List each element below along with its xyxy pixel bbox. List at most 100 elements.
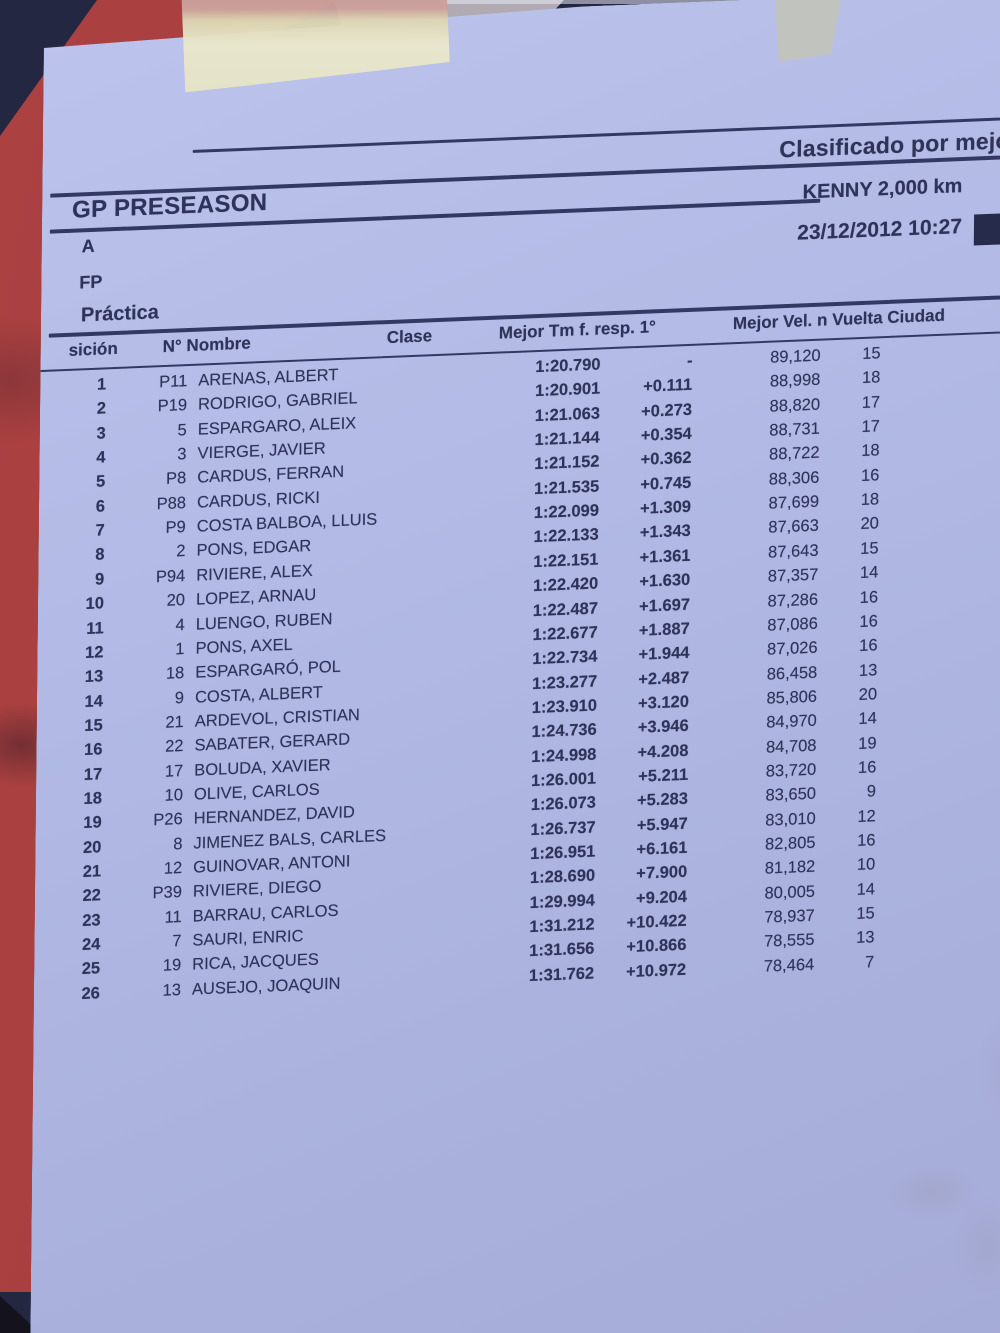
time-cell: 1:31.762 [528, 964, 595, 985]
speed-cell: 83,010 [765, 809, 816, 830]
laps-cell: 16 [857, 831, 876, 850]
pos-cell: 17 [83, 764, 103, 784]
num-cell: 2 [176, 542, 186, 561]
speed-cell: 88,998 [769, 370, 821, 392]
num-cell: 13 [162, 980, 182, 1000]
gap-cell: +10.422 [626, 911, 687, 933]
time-cell: 1:24.998 [531, 745, 597, 766]
laps-cell: 15 [860, 539, 879, 558]
pos-cell: 25 [81, 959, 101, 979]
speed-cell: 86,458 [766, 663, 818, 684]
num-cell: P9 [165, 518, 186, 537]
name-cell: CARDUS, FERRAN [197, 463, 345, 488]
laps-cell: 17 [861, 417, 880, 437]
pos-cell: 12 [85, 643, 104, 662]
name-cell: BARRAU, CARLOS [192, 901, 339, 926]
pos-cell: 5 [95, 472, 106, 492]
num-cell: P26 [153, 810, 183, 830]
pos-cell: 3 [96, 424, 106, 443]
pos-cell: 22 [82, 886, 102, 906]
name-cell: LOPEZ, ARNAU [195, 585, 317, 609]
num-cell: 1 [175, 639, 185, 659]
time-cell: 1:22.099 [533, 501, 600, 523]
time-cell: 1:20.790 [535, 355, 601, 377]
speed-cell: 81,182 [764, 857, 816, 878]
num-cell: P94 [155, 566, 186, 587]
time-cell: 1:21.063 [534, 404, 601, 425]
time-cell: 1:22.133 [533, 525, 599, 547]
speed-cell: 88,820 [769, 395, 821, 416]
laps-cell: 18 [860, 490, 880, 510]
gap-cell: +0.354 [640, 424, 692, 445]
gap-cell: +2.487 [638, 668, 690, 689]
speed-cell: 87,357 [767, 565, 819, 586]
gap-cell: +6.161 [636, 838, 688, 859]
gap-cell: +1.887 [638, 619, 690, 640]
pos-cell: 24 [81, 935, 101, 955]
speed-cell: 89,120 [770, 346, 821, 367]
gap-cell: +3.120 [637, 692, 690, 713]
pos-cell: 7 [95, 521, 105, 540]
time-cell: 1:22.420 [532, 574, 599, 596]
laps-cell: 12 [857, 806, 876, 826]
gap-cell: +3.946 [637, 717, 689, 738]
num-cell: 17 [164, 761, 184, 781]
laps-cell: 7 [864, 952, 875, 972]
speed-cell: 83,720 [765, 760, 817, 781]
name-cell: LUENGO, RUBEN [195, 609, 333, 634]
name-cell: PONS, EDGAR [196, 537, 312, 561]
laps-cell: 17 [861, 392, 881, 412]
gap-cell: +10.866 [626, 936, 687, 957]
pos-cell: 1 [96, 375, 107, 394]
gap-cell: +0.111 [643, 376, 693, 397]
time-cell: 1:21.535 [533, 477, 600, 498]
time-cell: 1:24.736 [531, 720, 597, 742]
gap-cell: +5.947 [636, 814, 688, 835]
pos-cell: 10 [85, 594, 105, 614]
gap-cell: +0.745 [640, 473, 692, 494]
speed-cell: 78,937 [764, 906, 815, 927]
pos-cell: 26 [81, 984, 100, 1003]
time-cell: 1:26.073 [530, 793, 597, 815]
laps-cell: 15 [862, 344, 881, 363]
speed-cell: 80,005 [764, 882, 816, 903]
masking-tape-corner [775, 0, 841, 62]
pos-cell: 8 [95, 545, 105, 565]
num-cell: 3 [177, 445, 187, 464]
laps-cell: 19 [858, 733, 877, 753]
num-cell: 7 [172, 932, 182, 951]
laps-cell: 14 [859, 563, 879, 583]
gap-cell: +0.273 [640, 400, 693, 421]
time-cell: 1:22.734 [532, 647, 598, 669]
laps-cell: 16 [860, 465, 880, 485]
speed-cell: 87,026 [766, 638, 818, 659]
num-cell: 22 [165, 737, 184, 757]
num-cell: 11 [164, 907, 182, 927]
num-cell: P39 [152, 883, 183, 903]
laps-cell: 15 [856, 904, 875, 923]
laps-cell: 18 [861, 441, 880, 461]
time-cell: 1:26.001 [530, 769, 597, 791]
pos-cell: 16 [83, 740, 103, 760]
speed-cell: 88,722 [769, 444, 820, 465]
pos-cell: 20 [82, 837, 102, 857]
pos-cell: 18 [83, 789, 103, 808]
gap-cell: +4.208 [637, 741, 689, 762]
laps-cell: 14 [858, 709, 877, 729]
name-cell: SAURI, ENRIC [192, 927, 304, 950]
time-cell: 1:29.994 [529, 891, 595, 912]
gap-cell: - [686, 351, 693, 371]
laps-cell: 13 [858, 660, 878, 680]
results-sheet: Clasificado por mejor GP PRESEASON KENNY… [29, 0, 1000, 1333]
speed-cell: 84,708 [765, 736, 817, 757]
time-cell: 1:28.690 [529, 866, 596, 888]
speed-cell: 82,805 [764, 833, 816, 854]
laps-cell: 13 [856, 928, 875, 948]
time-cell: 1:21.152 [534, 452, 600, 474]
pos-cell: 19 [83, 813, 102, 833]
gap-cell: +1.309 [639, 497, 692, 518]
speed-cell: 88,306 [768, 468, 820, 489]
laps-cell: 16 [859, 612, 878, 631]
name-cell: OLIVE, CARLOS [193, 780, 320, 804]
